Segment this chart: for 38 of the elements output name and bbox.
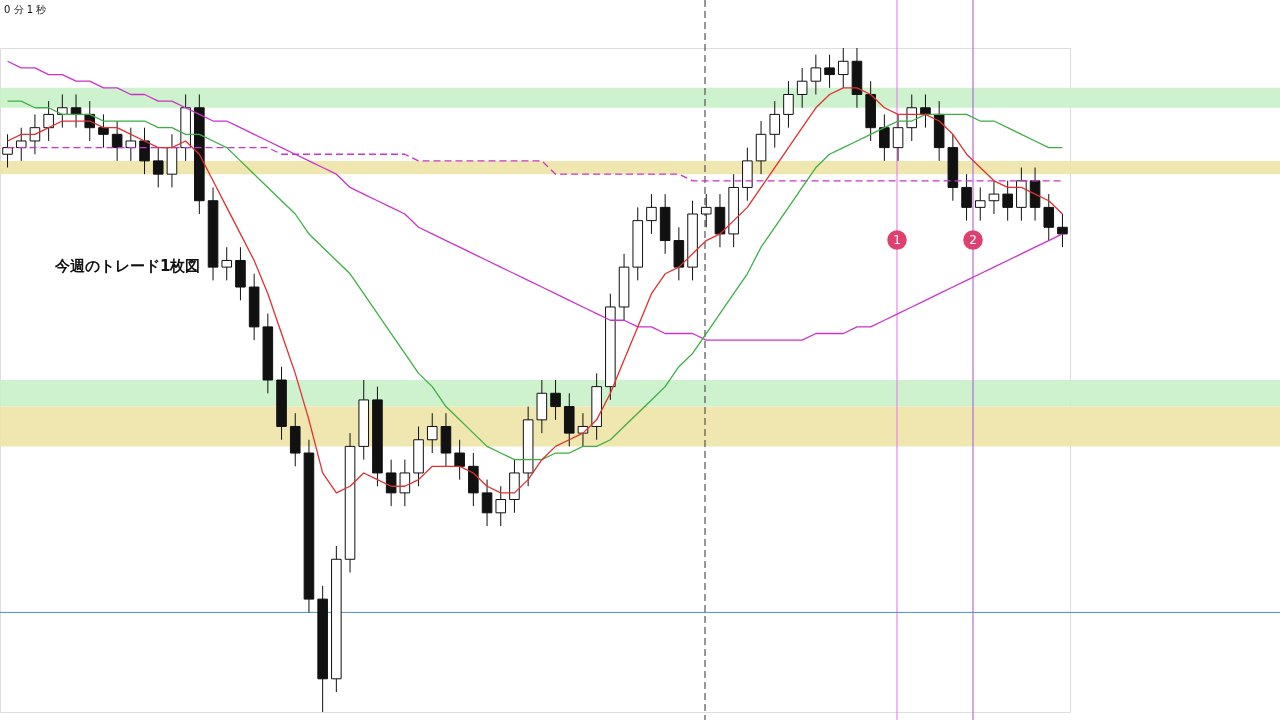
candlestick — [57, 93, 68, 129]
candlestick — [221, 246, 233, 281]
candlestick — [783, 80, 794, 129]
candlestick — [15, 127, 27, 162]
candlestick — [646, 193, 657, 235]
candlestick — [810, 54, 822, 95]
candlestick — [700, 193, 712, 228]
candlestick — [454, 439, 465, 481]
candlestick — [1057, 213, 1068, 248]
candlestick — [111, 120, 123, 162]
candlestick — [892, 113, 904, 162]
candlestick — [920, 93, 931, 129]
candlestick — [495, 485, 507, 527]
candlestick — [988, 180, 1000, 215]
candlestick — [837, 47, 849, 89]
annotation: 2 — [969, 233, 977, 247]
annotation: 1 — [893, 233, 901, 247]
candlestick — [481, 479, 493, 527]
candlestick — [139, 127, 150, 175]
candlestick — [98, 113, 109, 149]
candlestick — [399, 459, 411, 507]
candlestick — [824, 54, 835, 89]
annotation: 今週のトレード1枚図 — [54, 257, 201, 275]
candlestick — [879, 113, 890, 162]
candlestick — [769, 100, 781, 149]
candlestick — [385, 459, 397, 507]
text: 0 分 1 秒 — [4, 4, 47, 15]
candlestick — [426, 412, 438, 454]
candlestick — [125, 127, 137, 162]
candlestick — [796, 67, 808, 109]
candlestick — [961, 173, 972, 222]
candlestick — [1043, 193, 1055, 242]
candlestick — [152, 147, 164, 188]
candlestick — [550, 379, 561, 421]
candlestick — [43, 100, 54, 142]
candlestick — [974, 186, 986, 222]
candlestick — [29, 113, 41, 155]
candlestick — [1002, 180, 1013, 222]
